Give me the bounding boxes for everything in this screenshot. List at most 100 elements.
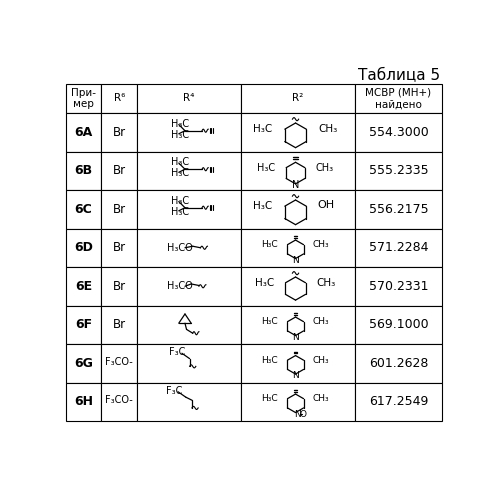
Text: 571.2284: 571.2284 — [369, 241, 428, 254]
Text: При-
мер: При- мер — [71, 88, 96, 109]
Bar — [355, 383, 442, 421]
Text: 6D: 6D — [74, 241, 93, 254]
Text: H₃C: H₃C — [261, 394, 278, 403]
Text: N: N — [292, 181, 299, 191]
Bar — [137, 152, 241, 190]
Text: 617.2549: 617.2549 — [369, 395, 428, 408]
Bar — [66, 267, 101, 305]
Text: N: N — [292, 332, 299, 342]
Bar — [137, 344, 241, 383]
Bar — [137, 84, 241, 113]
Text: H₃C: H₃C — [257, 163, 275, 173]
Text: H₃C: H₃C — [171, 207, 189, 217]
Bar — [101, 113, 137, 152]
Text: Br: Br — [113, 126, 126, 139]
Text: F₃C: F₃C — [166, 386, 182, 396]
Text: O: O — [300, 410, 307, 419]
Text: N: N — [294, 410, 300, 419]
Text: H₃C: H₃C — [171, 157, 189, 167]
Bar — [137, 190, 241, 229]
Bar — [66, 229, 101, 267]
Bar — [241, 190, 355, 229]
Bar — [101, 229, 137, 267]
Text: Br: Br — [113, 241, 126, 254]
Text: 6C: 6C — [75, 203, 93, 216]
Bar — [241, 113, 355, 152]
Bar — [101, 305, 137, 344]
Text: H₃C: H₃C — [171, 119, 189, 129]
Bar — [101, 152, 137, 190]
Text: CH₃: CH₃ — [316, 163, 334, 173]
Bar — [66, 152, 101, 190]
Bar — [241, 84, 355, 113]
Text: 570.2331: 570.2331 — [369, 280, 428, 293]
Bar — [241, 305, 355, 344]
Bar — [101, 84, 137, 113]
Bar — [137, 229, 241, 267]
Bar — [355, 305, 442, 344]
Bar — [66, 113, 101, 152]
Text: F₃CO-: F₃CO- — [105, 357, 133, 367]
Text: H₃C: H₃C — [255, 278, 275, 288]
Text: R⁶: R⁶ — [114, 93, 125, 103]
Text: CH₃: CH₃ — [313, 394, 330, 403]
Text: 554.3000: 554.3000 — [368, 126, 428, 139]
Bar — [66, 344, 101, 383]
Text: Br: Br — [113, 203, 126, 216]
Bar — [101, 344, 137, 383]
Text: 601.2628: 601.2628 — [369, 357, 428, 370]
Text: 556.2175: 556.2175 — [369, 203, 428, 216]
Bar — [66, 84, 101, 113]
Bar — [355, 267, 442, 305]
Text: H₃CO: H₃CO — [167, 281, 193, 291]
Bar — [101, 383, 137, 421]
Bar — [355, 190, 442, 229]
Text: F₃C: F₃C — [169, 347, 186, 357]
Text: 555.2335: 555.2335 — [369, 164, 428, 177]
Text: H₃C: H₃C — [261, 240, 278, 249]
Text: OH: OH — [317, 200, 334, 210]
Text: R²: R² — [292, 93, 303, 103]
Text: 569.1000: 569.1000 — [369, 318, 428, 331]
Text: 6G: 6G — [74, 357, 93, 370]
Bar — [241, 152, 355, 190]
Text: H₃C: H₃C — [171, 168, 189, 178]
Bar — [66, 305, 101, 344]
Text: CH₃: CH₃ — [319, 124, 338, 134]
Text: N: N — [292, 255, 299, 264]
Bar — [355, 152, 442, 190]
Text: Br: Br — [113, 164, 126, 177]
Text: 6F: 6F — [75, 318, 92, 331]
Bar — [241, 229, 355, 267]
Bar — [241, 383, 355, 421]
Text: CH₃: CH₃ — [313, 356, 330, 365]
Text: H₃C: H₃C — [261, 356, 278, 365]
Text: 6E: 6E — [75, 280, 92, 293]
Text: CH₃: CH₃ — [313, 317, 330, 326]
Bar — [137, 113, 241, 152]
Bar — [137, 267, 241, 305]
Text: CH₃: CH₃ — [316, 278, 336, 288]
Text: 6A: 6A — [74, 126, 93, 139]
Text: H₃C: H₃C — [253, 124, 272, 134]
Text: R⁴: R⁴ — [183, 93, 195, 103]
Text: Br: Br — [113, 318, 126, 331]
Bar — [137, 305, 241, 344]
Text: F₃CO-: F₃CO- — [105, 395, 133, 405]
Text: H₃C: H₃C — [171, 130, 189, 140]
Bar — [355, 344, 442, 383]
Text: Br: Br — [113, 280, 126, 293]
Bar — [355, 84, 442, 113]
Bar — [66, 190, 101, 229]
Bar — [355, 229, 442, 267]
Bar — [137, 383, 241, 421]
Text: H₃C: H₃C — [171, 196, 189, 206]
Text: 6B: 6B — [75, 164, 93, 177]
Bar — [66, 383, 101, 421]
Text: H₃C: H₃C — [261, 317, 278, 326]
Bar — [241, 344, 355, 383]
Bar — [101, 267, 137, 305]
Bar — [355, 113, 442, 152]
Text: Таблица 5: Таблица 5 — [358, 68, 440, 83]
Text: N: N — [292, 371, 299, 380]
